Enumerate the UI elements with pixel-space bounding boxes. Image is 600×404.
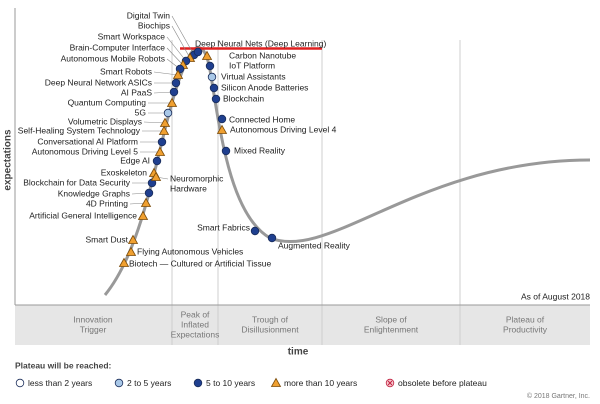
marker-dark (250, 226, 260, 236)
leader-line (153, 71, 179, 76)
marker-triangle (201, 50, 213, 60)
technology-label: Autonomous Driving Level 5 (32, 146, 139, 156)
technology-label: Knowledge Graphs (58, 188, 130, 198)
technology-label: Quantum Computing (68, 97, 147, 107)
phase-label: Peak of (181, 309, 210, 319)
technology-label: Artificial General Intelligence (29, 210, 137, 220)
legend-label: more than 10 years (284, 378, 357, 388)
technology-label: Self-Healing System Technology (18, 125, 141, 135)
marker-dark (221, 146, 231, 156)
technology-label: Blockchain (223, 93, 264, 103)
marker-obsolete-x (387, 380, 393, 386)
technology-label: Augmented Reality (278, 240, 351, 250)
marker-triangle (118, 257, 130, 267)
legend-label: 2 to 5 years (127, 378, 171, 388)
marker-triangle (158, 125, 170, 135)
marker-triangle (159, 117, 171, 127)
marker-triangle (166, 97, 178, 107)
technology-label: AI PaaS (121, 87, 153, 97)
technology-label: IoT Platform (229, 60, 275, 70)
leader-line (143, 121, 166, 124)
marker-light (114, 378, 124, 388)
technology-label: Connected Home (229, 114, 295, 124)
phase-label: Plateau of (506, 314, 545, 324)
technology-label: Smart Dust (85, 234, 128, 244)
phase-label: Trough of (252, 314, 289, 324)
technology-label: Deep Neural Nets (Deep Learning) (195, 38, 327, 48)
phase-label: Slope of (375, 314, 407, 324)
marker-light (163, 108, 173, 118)
leader-line (171, 25, 191, 59)
x-axis-label: time (288, 347, 309, 358)
marker-triangle (150, 171, 162, 181)
marker-triangle (137, 210, 149, 220)
technology-label: Virtual Assistants (221, 71, 286, 81)
technology-label: Brain-Computer Interface (70, 42, 166, 52)
technology-label: Autonomous Mobile Robots (61, 53, 165, 63)
marker-triangle (270, 377, 282, 387)
technology-label: Mixed Reality (234, 145, 286, 155)
technology-label: Smart Robots (100, 66, 152, 76)
technology-label: Blockchain for Data Security (23, 177, 131, 187)
phase-label: Disillusionment (241, 324, 299, 334)
marker-dark (217, 114, 227, 124)
technology-label: Volumetric Displays (68, 116, 142, 126)
technology-label: Smart Workspace (98, 31, 166, 41)
marker-triangle (140, 197, 152, 207)
leader-line (166, 36, 187, 62)
phase-label: Enlightenment (364, 324, 419, 334)
marker-triangle (125, 246, 137, 256)
technology-label: Biochips (138, 20, 170, 30)
technology-label: 4D Printing (86, 198, 128, 208)
marker-dark (193, 47, 203, 57)
technology-label: Deep Neural Network ASICs (45, 77, 152, 87)
technology-label: Autonomous Driving Level 4 (230, 124, 337, 134)
marker-dark (211, 94, 221, 104)
technology-label: Conversational AI Platform (37, 136, 138, 146)
marker-dark (209, 83, 219, 93)
technology-label: Exoskeleton (101, 167, 148, 177)
technology-label: 5G (135, 107, 146, 117)
phase-label: Expectations (171, 329, 220, 339)
phase-label: Innovation (73, 314, 112, 324)
marker-dark (144, 188, 154, 198)
leader-line (171, 15, 195, 56)
phase-label: Productivity (503, 324, 548, 334)
technology-label: Flying Autonomous Vehicles (137, 246, 243, 256)
marker-dark (267, 233, 277, 243)
marker-triangle (154, 146, 166, 156)
marker-dark (205, 61, 215, 71)
marker-dark (171, 78, 181, 88)
technology-label: Digital Twin (127, 10, 171, 20)
phase-band (15, 305, 590, 345)
technology-label: Silicon Anode Batteries (221, 82, 308, 92)
marker-dark (169, 87, 179, 97)
legend-label: less than 2 years (28, 378, 92, 388)
technology-label: Biotech — Cultured or Artificial Tissue (129, 258, 271, 268)
marker-dark (152, 156, 162, 166)
marker-dark (157, 137, 167, 147)
as-of: As of August 2018 (521, 291, 590, 301)
technology-label: Hardware (170, 183, 207, 193)
technology-label: Carbon Nanotube (229, 50, 296, 60)
y-axis-label: expectations (3, 129, 14, 191)
leader-line (166, 47, 184, 66)
technology-label: Smart Fabrics (197, 222, 250, 232)
phase-label: Inflated (181, 319, 209, 329)
marker-triangle (172, 69, 184, 79)
copyright: © 2018 Gartner, Inc. (527, 392, 590, 400)
marker-dark (193, 378, 203, 388)
marker-light (207, 72, 217, 82)
marker-triangle (127, 234, 139, 244)
legend-label: obsolete before plateau (398, 378, 487, 388)
technology-label: Edge AI (120, 155, 150, 165)
technology-label: Neuromorphic (170, 173, 224, 183)
legend-label: 5 to 10 years (206, 378, 255, 388)
marker-triangle (216, 124, 228, 134)
marker-open (15, 378, 25, 388)
phase-label: Trigger (80, 324, 107, 334)
legend-title: Plateau will be reached: (15, 360, 112, 370)
